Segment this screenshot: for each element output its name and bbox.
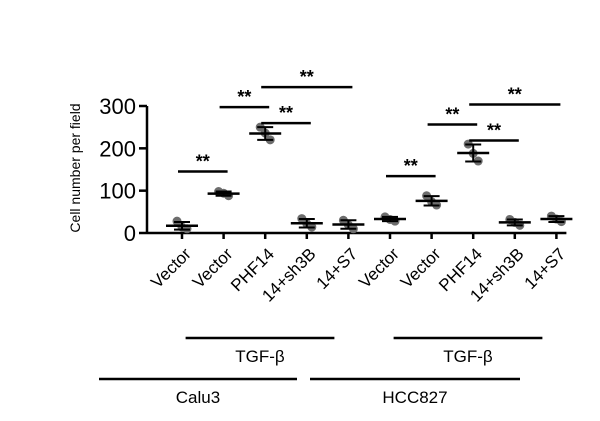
- y-tick-label: 100: [99, 179, 136, 204]
- significance-label: **: [404, 156, 418, 176]
- significance-brackets: ** ** ** ** ** ** ** **: [178, 67, 561, 178]
- treatment-label: TGF-β: [235, 347, 285, 366]
- significance-label: **: [279, 103, 293, 123]
- significance-label: **: [196, 152, 210, 172]
- group-annotations: TGF-β Calu3 TGF-β HCC827: [99, 336, 543, 407]
- cell-line-label: Calu3: [176, 388, 220, 407]
- significance-label: **: [487, 121, 501, 141]
- x-tick-label: Vector: [147, 244, 195, 292]
- x-tick-label: 14+S7: [313, 244, 362, 293]
- significance-label: **: [300, 67, 314, 87]
- y-tick-label: 0: [124, 221, 136, 246]
- x-tick-label: Vector: [355, 244, 403, 292]
- y-tick-label: 200: [99, 136, 136, 161]
- axes: 0 100 200 300: [99, 94, 567, 246]
- significance-label: **: [508, 85, 522, 105]
- treatment-label: TGF-β: [443, 347, 493, 366]
- y-axis-label: Cell number per field: [67, 103, 83, 232]
- data-marks: [166, 122, 573, 234]
- category-labels: VectorVectorPHF1414+sh3B14+S7VectorVecto…: [147, 244, 569, 305]
- cell-line-label: HCC827: [382, 388, 447, 407]
- significance-label: **: [237, 87, 251, 107]
- y-tick-label: 300: [99, 94, 136, 119]
- significance-label: **: [445, 105, 459, 125]
- x-tick-label: 14+S7: [521, 244, 570, 293]
